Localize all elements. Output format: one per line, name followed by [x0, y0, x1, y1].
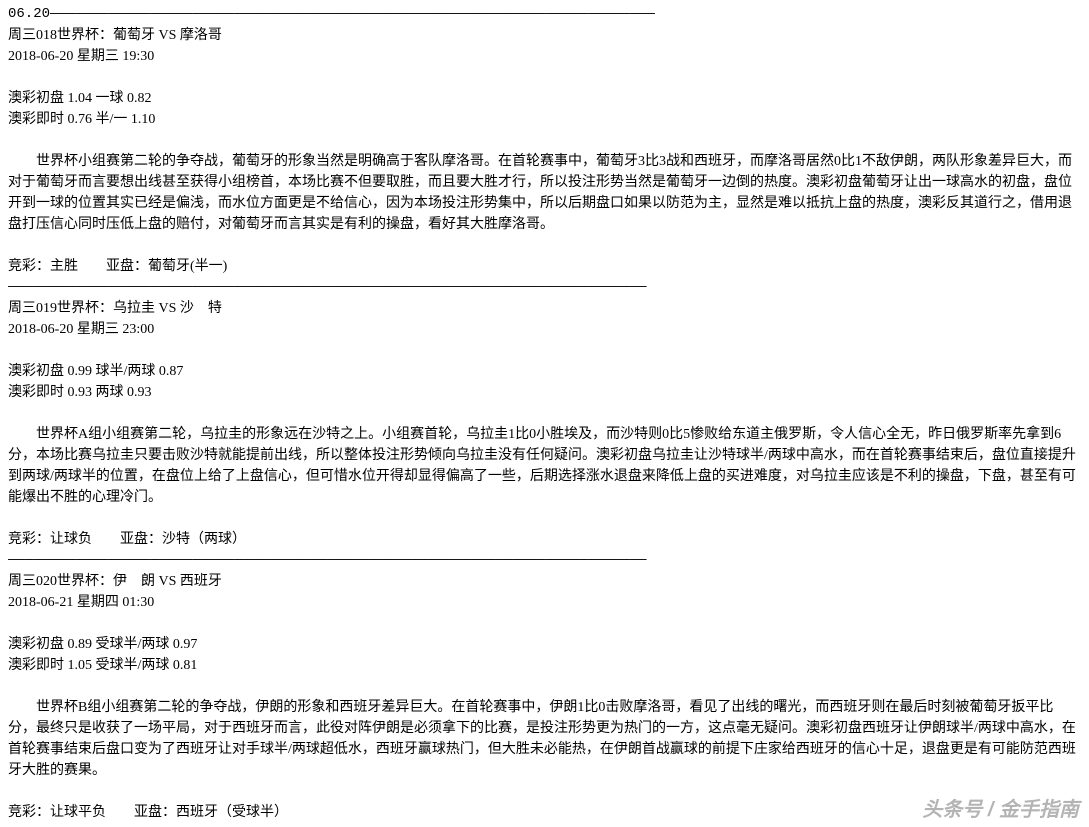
match1-analysis: 世界杯小组赛第二轮的争夺战，葡萄牙的形象当然是明确高于客队摩洛哥。在首轮赛事中，…	[8, 151, 1081, 235]
spacer	[8, 676, 1081, 697]
match3-odds-initial: 澳彩初盘 0.89 受球半/两球 0.97	[8, 634, 1081, 655]
match2-pick: 竞彩：让球负 亚盘：沙特（两球）	[8, 529, 1081, 550]
match1-datetime: 2018-06-20 星期三 19:30	[8, 46, 1081, 67]
spacer	[8, 781, 1081, 802]
spacer	[8, 340, 1081, 361]
match2-header: 周三019世界杯：乌拉圭 VS 沙 特	[8, 298, 1081, 319]
match2-datetime: 2018-06-20 星期三 23:00	[8, 319, 1081, 340]
match3-header: 周三020世界杯：伊 朗 VS 西班牙	[8, 571, 1081, 592]
spacer	[8, 67, 1081, 88]
match3-analysis: 世界杯B组小组赛第二轮的争夺战，伊朗的形象和西班牙差异巨大。在首轮赛事中，伊朗1…	[8, 697, 1081, 781]
match1-pick: 竞彩：主胜 亚盘：葡萄牙(半一)	[8, 256, 1081, 277]
divider: ————————————————————————————————————————…	[8, 550, 1081, 571]
spacer	[8, 403, 1081, 424]
spacer	[8, 235, 1081, 256]
spacer	[8, 613, 1081, 634]
match1-odds-live: 澳彩即时 0.76 半/一 1.10	[8, 109, 1081, 130]
match3-datetime: 2018-06-21 星期四 01:30	[8, 592, 1081, 613]
watermark: 头条号 / 金手指南	[922, 795, 1079, 825]
top-date-divider: 06.20———————————————————————————————————…	[8, 4, 1081, 25]
match3-pick: 竞彩：让球平负 亚盘：西班牙（受球半）	[8, 802, 1081, 823]
spacer	[8, 508, 1081, 529]
match1-odds-initial: 澳彩初盘 1.04 一球 0.82	[8, 88, 1081, 109]
match2-odds-live: 澳彩即时 0.93 两球 0.93	[8, 382, 1081, 403]
match2-analysis: 世界杯A组小组赛第二轮，乌拉圭的形象远在沙特之上。小组赛首轮，乌拉圭1比0小胜埃…	[8, 424, 1081, 508]
match3-odds-live: 澳彩即时 1.05 受球半/两球 0.81	[8, 655, 1081, 676]
match2-odds-initial: 澳彩初盘 0.99 球半/两球 0.87	[8, 361, 1081, 382]
spacer	[8, 130, 1081, 151]
match1-header: 周三018世界杯：葡萄牙 VS 摩洛哥	[8, 25, 1081, 46]
divider: ————————————————————————————————————————…	[8, 277, 1081, 298]
